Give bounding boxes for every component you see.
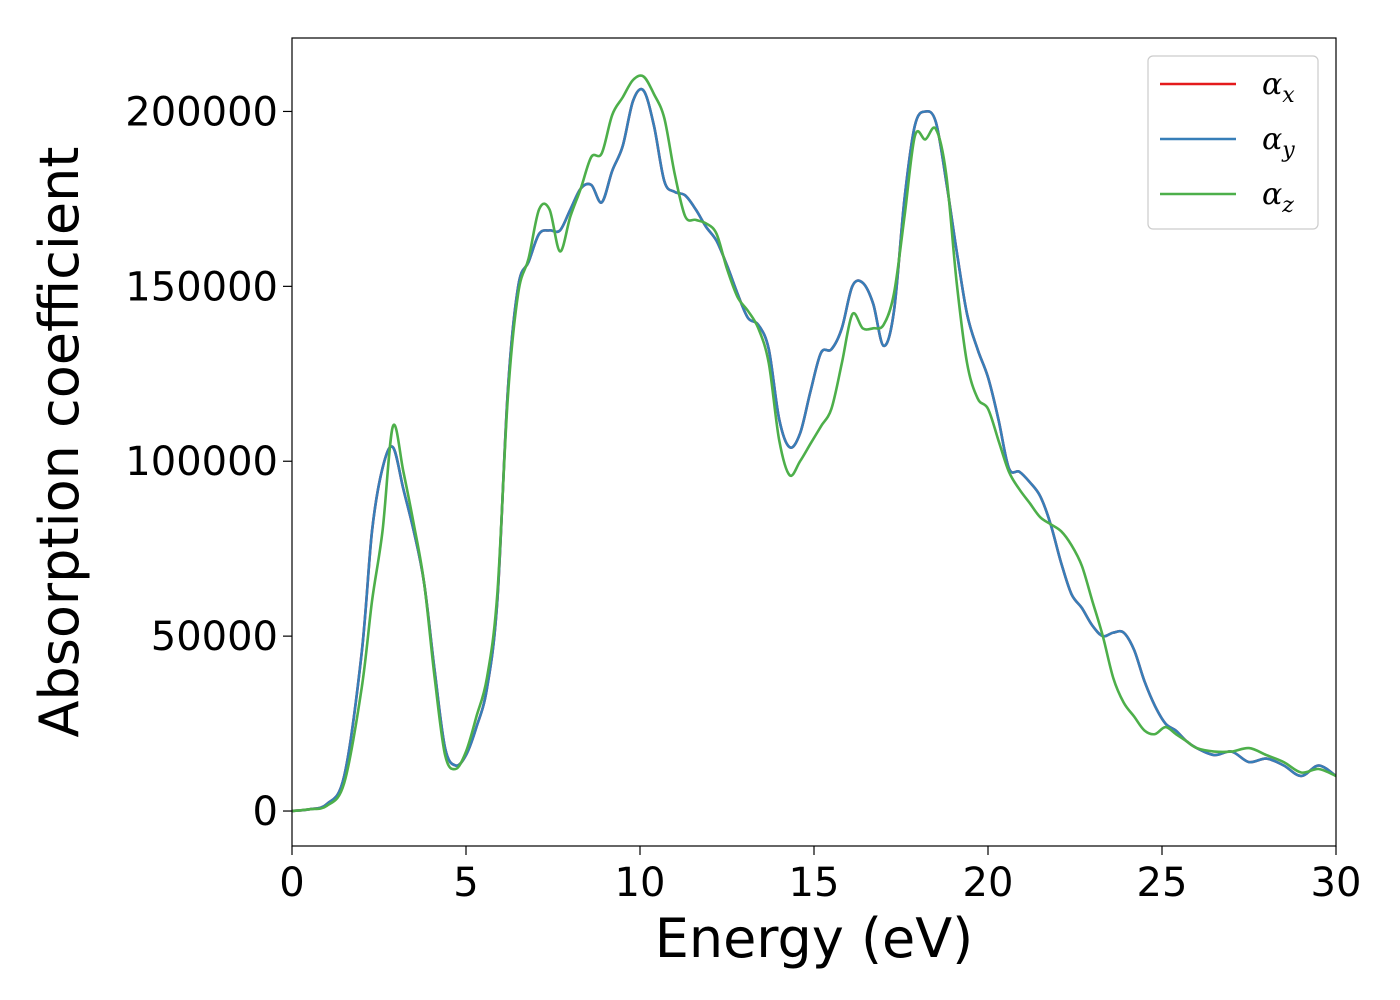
legend-box bbox=[1147, 55, 1319, 230]
legend-label-2: αz bbox=[1262, 177, 1294, 218]
x-tick-label: 10 bbox=[615, 860, 666, 906]
x-tick-label: 5 bbox=[453, 860, 478, 906]
y-tick-label: 150000 bbox=[125, 264, 278, 310]
y-axis-label: Absorption coefficient bbox=[28, 147, 91, 738]
legend-label-0: αx bbox=[1262, 67, 1295, 108]
x-tick-label: 25 bbox=[1137, 860, 1188, 906]
legend: αx αy αz bbox=[1147, 55, 1319, 230]
x-axis-label: Energy (eV) bbox=[655, 907, 974, 970]
legend-label-1: αy bbox=[1262, 122, 1295, 163]
x-tick-label: 20 bbox=[963, 860, 1014, 906]
y-tick-label: 0 bbox=[253, 789, 278, 835]
x-tick-label: 15 bbox=[789, 860, 840, 906]
y-tick-label: 100000 bbox=[125, 439, 278, 485]
y-tick-label: 50000 bbox=[151, 614, 278, 660]
series-layer bbox=[292, 74, 1336, 813]
x-axis-ticks: 0 5 10 15 20 25 30 bbox=[279, 846, 1361, 906]
x-tick-label: 0 bbox=[279, 860, 304, 906]
y-axis-ticks: 0 50000 100000 150000 200000 bbox=[125, 89, 292, 835]
series-line-1 bbox=[292, 87, 1336, 813]
series-line-2 bbox=[292, 74, 1336, 813]
y-tick-label: 200000 bbox=[125, 89, 278, 135]
x-tick-label: 30 bbox=[1311, 860, 1362, 906]
